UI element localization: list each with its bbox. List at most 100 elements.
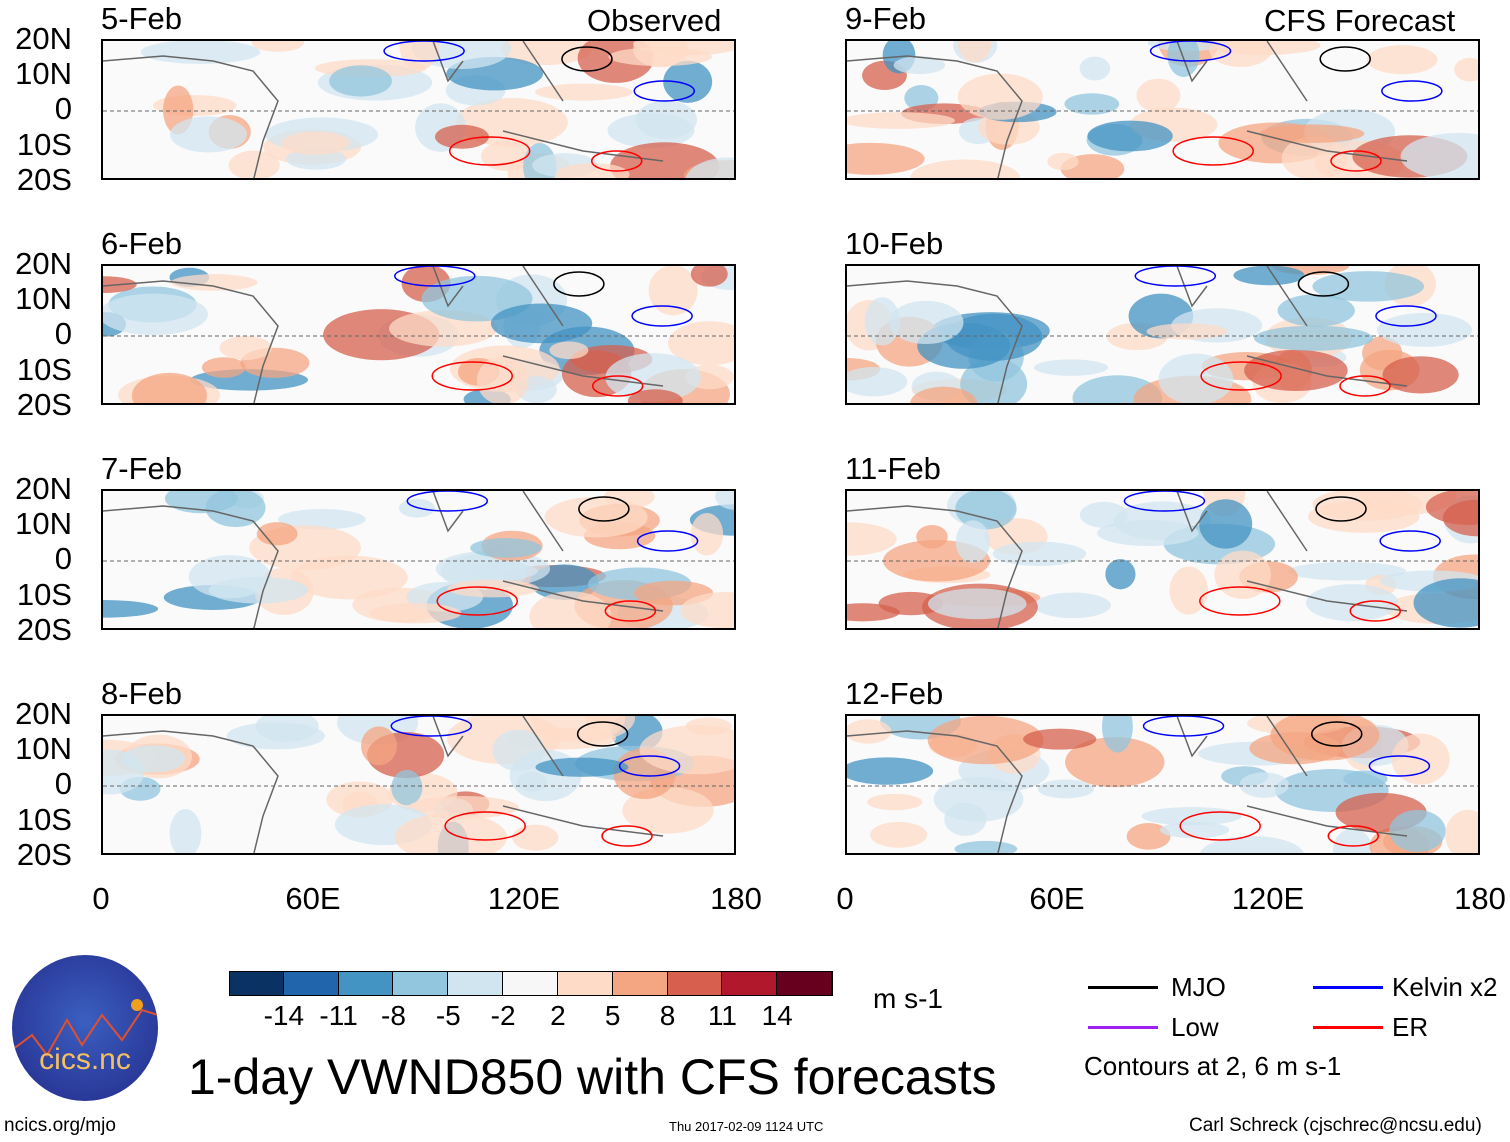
wind-anomaly-blob — [1312, 491, 1423, 521]
wind-anomaly-blob — [360, 726, 398, 766]
wind-anomaly-blob — [847, 112, 955, 129]
wind-anomaly-blob — [1136, 78, 1181, 113]
wind-field — [847, 716, 1478, 853]
wave-contour — [406, 491, 489, 512]
wind-anomaly-blob — [1389, 809, 1446, 853]
wind-field — [847, 41, 1478, 178]
wind-anomaly-blob — [955, 491, 1017, 530]
footer-timestamp: Thu 2017-02-09 1124 UTC — [669, 1119, 824, 1134]
wind-anomaly-blob — [1259, 124, 1365, 143]
wind-anomaly-blob — [399, 41, 440, 71]
legend-line-kelvin — [1313, 986, 1383, 989]
legend-label-kelvin: Kelvin x2 — [1392, 972, 1498, 1002]
wind-anomaly-blob — [1209, 41, 1272, 67]
y-tick-label: 20N — [15, 21, 72, 56]
wave-contour — [578, 496, 630, 522]
x-tick-label: 60E — [285, 881, 341, 916]
wave-contour — [394, 266, 476, 287]
coastline — [847, 716, 1408, 853]
wind-anomaly-blob — [957, 41, 992, 63]
wave-contour — [1123, 491, 1206, 512]
y-tick-label: 10N — [15, 281, 72, 316]
wave-contour — [1375, 305, 1437, 327]
wave-contour — [383, 41, 465, 62]
wind-anomaly-blob — [534, 83, 633, 101]
x-tick-label: 0 — [836, 881, 854, 916]
wind-anomaly-blob — [169, 116, 247, 153]
wind-anomaly-blob — [201, 357, 246, 378]
wind-anomaly-blob — [512, 824, 559, 851]
colorbar-tick-label: -2 — [490, 1000, 516, 1031]
wave-contour — [1310, 721, 1363, 747]
wave-contour — [1172, 136, 1254, 166]
y-tick-label: 10N — [15, 506, 72, 541]
wave-contour — [1134, 266, 1217, 287]
wind-anomaly-blob — [226, 722, 326, 750]
coastline — [103, 491, 664, 628]
wind-anomaly-blob — [1126, 823, 1171, 850]
panel-date-label: 9-Feb — [845, 1, 926, 36]
wind-anomaly-blob — [1366, 45, 1438, 75]
wind-anomaly-blob — [1064, 93, 1120, 115]
wind-anomaly-blob — [470, 538, 542, 558]
wind-anomaly-blob — [916, 525, 948, 549]
wave-contour — [431, 361, 513, 391]
footer-left-link[interactable]: ncics.org/mjo — [4, 1115, 116, 1136]
wind-anomaly-blob — [391, 769, 423, 806]
wind-anomaly-blob — [1158, 353, 1234, 403]
wind-anomaly-blob — [690, 266, 728, 287]
wave-contour — [591, 375, 644, 397]
wind-anomaly-blob — [1249, 732, 1342, 765]
wind-anomaly-blob — [1277, 294, 1355, 327]
wind-anomaly-blob — [1253, 325, 1374, 351]
wave-contour — [618, 755, 681, 777]
wave-contour — [448, 136, 531, 166]
logo-text: cics.nc — [39, 1043, 131, 1076]
panel-date-label: 6-Feb — [101, 226, 182, 261]
wave-contour — [390, 716, 473, 737]
wave-contour — [604, 600, 657, 622]
y-tick-label: 10S — [16, 352, 72, 387]
wind-anomaly-blob — [893, 56, 946, 75]
wind-anomaly-blob — [633, 41, 734, 56]
wind-anomaly-blob — [219, 335, 273, 360]
colorbar-tick-label: 14 — [761, 1000, 793, 1031]
y-tick-label: 0 — [54, 91, 72, 126]
y-tick-label: 10S — [16, 802, 72, 837]
coastline — [103, 266, 664, 403]
wave-contour — [633, 80, 696, 102]
wind-anomaly-blob — [635, 100, 698, 139]
map-panel — [845, 714, 1480, 855]
wind-anomaly-blob — [690, 513, 724, 556]
wind-anomaly-blob — [1047, 152, 1079, 171]
wind-anomaly-blob — [1233, 266, 1305, 286]
y-tick-label: 10N — [15, 56, 72, 91]
wind-anomaly-blob — [1101, 716, 1133, 753]
wind-anomaly-blob — [1146, 323, 1228, 340]
panel-date-label: 5-Feb — [101, 1, 182, 36]
wave-contour — [590, 150, 643, 172]
logo-mountains — [12, 999, 158, 1057]
wind-anomaly-blob — [1159, 821, 1230, 839]
y-tick-label: 20N — [15, 696, 72, 731]
wind-anomaly-blob — [992, 541, 1087, 566]
wind-anomaly-blob — [663, 60, 713, 103]
colorbar-tick-label: 8 — [659, 1000, 676, 1031]
wind-field — [847, 491, 1478, 628]
wind-anomaly-blob — [955, 520, 990, 563]
wind-anomaly-blob — [847, 366, 908, 397]
wind-anomaly-blob — [927, 588, 1027, 620]
wind-anomaly-blob — [847, 142, 925, 175]
wind-anomaly-blob — [228, 150, 280, 178]
wind-anomaly-blob — [140, 41, 261, 64]
wind-anomaly-blob — [945, 313, 1043, 361]
wind-anomaly-blob — [103, 600, 159, 618]
x-tick-label: 120E — [487, 881, 561, 916]
left-header: Observed — [587, 3, 722, 38]
wave-contour — [1327, 825, 1380, 847]
coastline — [103, 716, 664, 853]
wind-anomaly-blob — [544, 496, 648, 538]
wind-anomaly-blob — [251, 41, 305, 52]
colorbar-swatch — [283, 972, 339, 995]
wind-anomaly-blob — [1377, 312, 1472, 347]
